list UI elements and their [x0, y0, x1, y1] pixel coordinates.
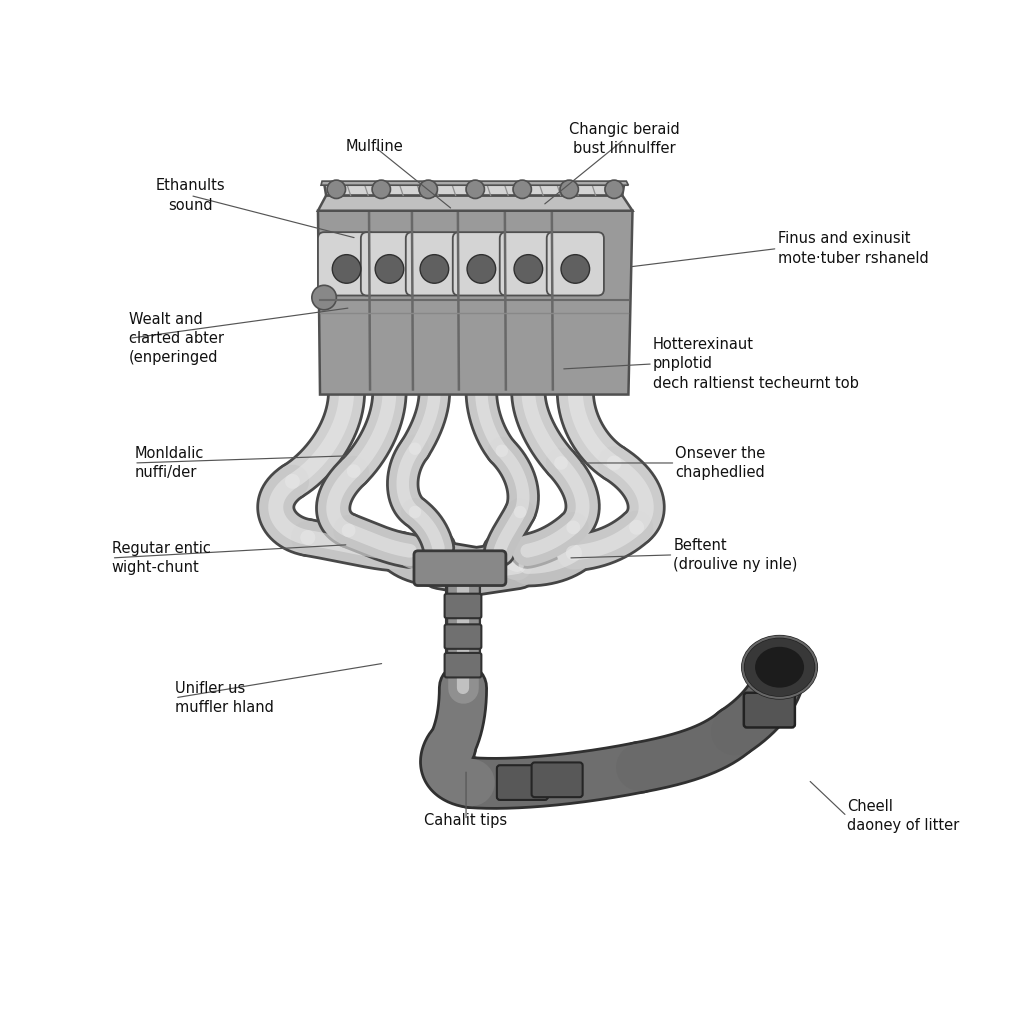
FancyBboxPatch shape: [531, 763, 583, 797]
FancyBboxPatch shape: [414, 551, 506, 586]
Text: Cheell
daoney of litter: Cheell daoney of litter: [847, 799, 959, 834]
FancyBboxPatch shape: [444, 625, 481, 649]
Circle shape: [327, 180, 345, 199]
Text: Changic beraid
bust linnulffer: Changic beraid bust linnulffer: [569, 122, 680, 157]
Text: Regutar entic
wight-chunt: Regutar entic wight-chunt: [112, 541, 211, 575]
FancyBboxPatch shape: [318, 232, 375, 296]
Polygon shape: [318, 196, 633, 211]
Text: Wealt and
clarted abter
(enperinged: Wealt and clarted abter (enperinged: [129, 311, 224, 366]
FancyBboxPatch shape: [743, 693, 795, 727]
FancyBboxPatch shape: [497, 765, 548, 800]
Text: Cahalit tips: Cahalit tips: [425, 813, 508, 828]
FancyBboxPatch shape: [360, 232, 418, 296]
FancyBboxPatch shape: [453, 232, 510, 296]
Text: Monldalic
nuffi/der: Monldalic nuffi/der: [134, 445, 204, 480]
FancyBboxPatch shape: [444, 653, 481, 678]
Circle shape: [560, 180, 579, 199]
Circle shape: [467, 255, 496, 284]
Circle shape: [332, 255, 360, 284]
FancyBboxPatch shape: [547, 232, 604, 296]
Polygon shape: [318, 211, 633, 394]
Text: Ethanults
sound: Ethanults sound: [156, 178, 225, 213]
Circle shape: [312, 286, 336, 310]
Circle shape: [375, 255, 403, 284]
Polygon shape: [324, 183, 625, 196]
Circle shape: [372, 180, 390, 199]
Circle shape: [514, 255, 543, 284]
Circle shape: [513, 180, 531, 199]
Circle shape: [466, 180, 484, 199]
Text: Unifler us
muffler hland: Unifler us muffler hland: [175, 681, 273, 715]
Text: Onsever the
chaphedlied: Onsever the chaphedlied: [676, 445, 766, 480]
FancyBboxPatch shape: [406, 232, 463, 296]
Ellipse shape: [742, 637, 816, 698]
Text: Hotterexinaut
pnplotid
dech raltienst techeurnt tob: Hotterexinaut pnplotid dech raltienst te…: [653, 337, 859, 390]
Polygon shape: [322, 181, 629, 185]
Circle shape: [605, 180, 624, 199]
Circle shape: [420, 255, 449, 284]
Text: Mulfline: Mulfline: [345, 139, 403, 154]
Circle shape: [419, 180, 437, 199]
FancyBboxPatch shape: [500, 232, 557, 296]
Text: Finus and exinusit
mote·tuber rshaneld: Finus and exinusit mote·tuber rshaneld: [777, 231, 929, 265]
Text: Beftent
(droulive ny inle): Beftent (droulive ny inle): [674, 538, 798, 572]
Ellipse shape: [755, 647, 804, 688]
Circle shape: [561, 255, 590, 284]
FancyBboxPatch shape: [444, 594, 481, 618]
